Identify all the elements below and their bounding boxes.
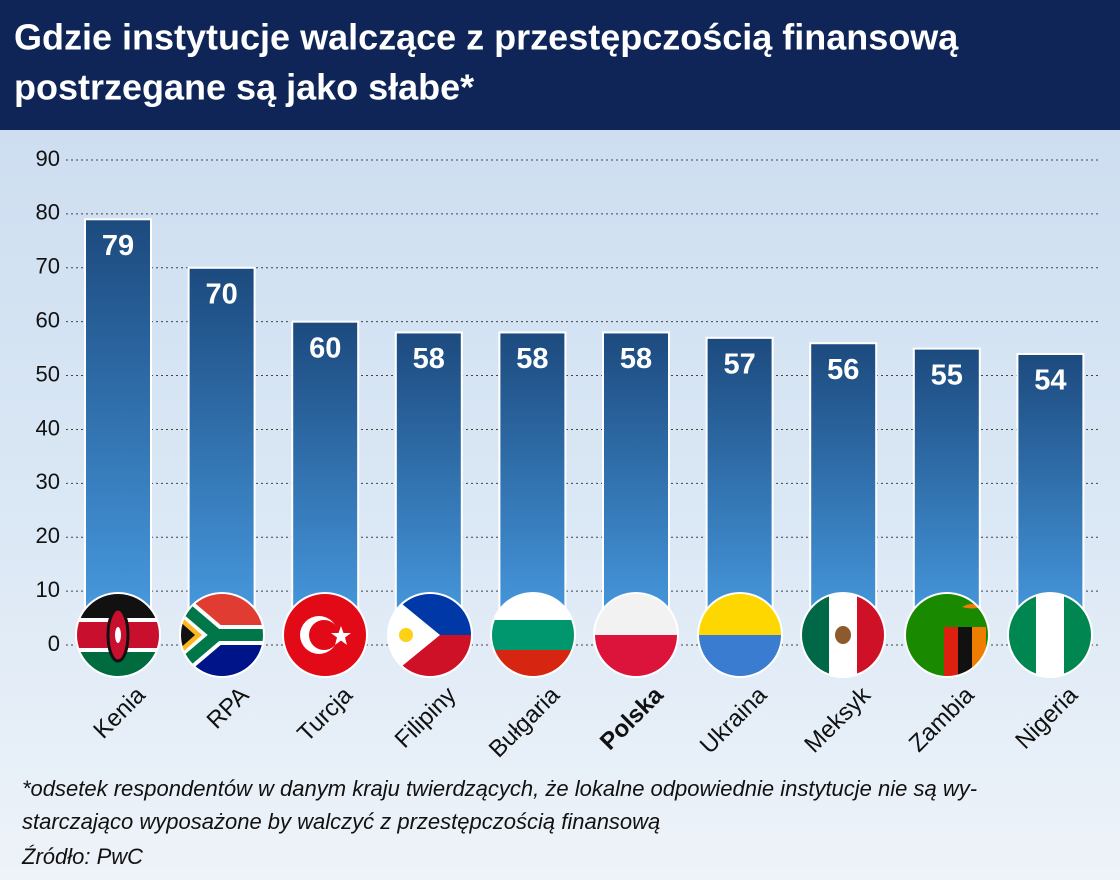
value-label: 60 xyxy=(309,332,341,364)
value-label: 58 xyxy=(620,343,652,375)
y-tick-label: 10 xyxy=(36,577,60,602)
flag xyxy=(282,592,368,678)
bar xyxy=(705,336,774,646)
chart-title: Gdzie instytucje walczące z przestępczoś… xyxy=(14,17,959,58)
bar xyxy=(84,218,152,646)
y-tick-label: 0 xyxy=(48,631,60,656)
y-tick-label: 20 xyxy=(36,523,60,548)
footnote: starczająco wyposażone by walczyć z prze… xyxy=(22,809,660,834)
source: Źródło: PwC xyxy=(21,844,143,869)
bar xyxy=(291,320,360,646)
header xyxy=(0,0,1120,130)
value-label: 58 xyxy=(413,343,445,375)
y-tick-label: 80 xyxy=(36,200,60,225)
value-label: 55 xyxy=(931,359,963,391)
flag xyxy=(904,592,990,678)
value-label: 79 xyxy=(102,230,134,262)
value-label: 58 xyxy=(516,343,548,375)
value-label: 70 xyxy=(205,278,237,310)
y-tick-label: 70 xyxy=(36,254,60,279)
y-tick-label: 50 xyxy=(36,361,60,386)
footnote: *odsetek respondentów w danym kraju twie… xyxy=(22,776,977,801)
y-tick-label: 60 xyxy=(36,307,60,332)
y-tick-label: 90 xyxy=(36,146,60,171)
value-label: 56 xyxy=(827,354,859,386)
value-label: 57 xyxy=(723,348,755,380)
y-tick-label: 40 xyxy=(36,415,60,440)
value-label: 54 xyxy=(1034,365,1066,397)
bar xyxy=(187,266,256,646)
chart-title: postrzegane są jako słabe* xyxy=(14,67,474,108)
y-tick-label: 30 xyxy=(36,469,60,494)
